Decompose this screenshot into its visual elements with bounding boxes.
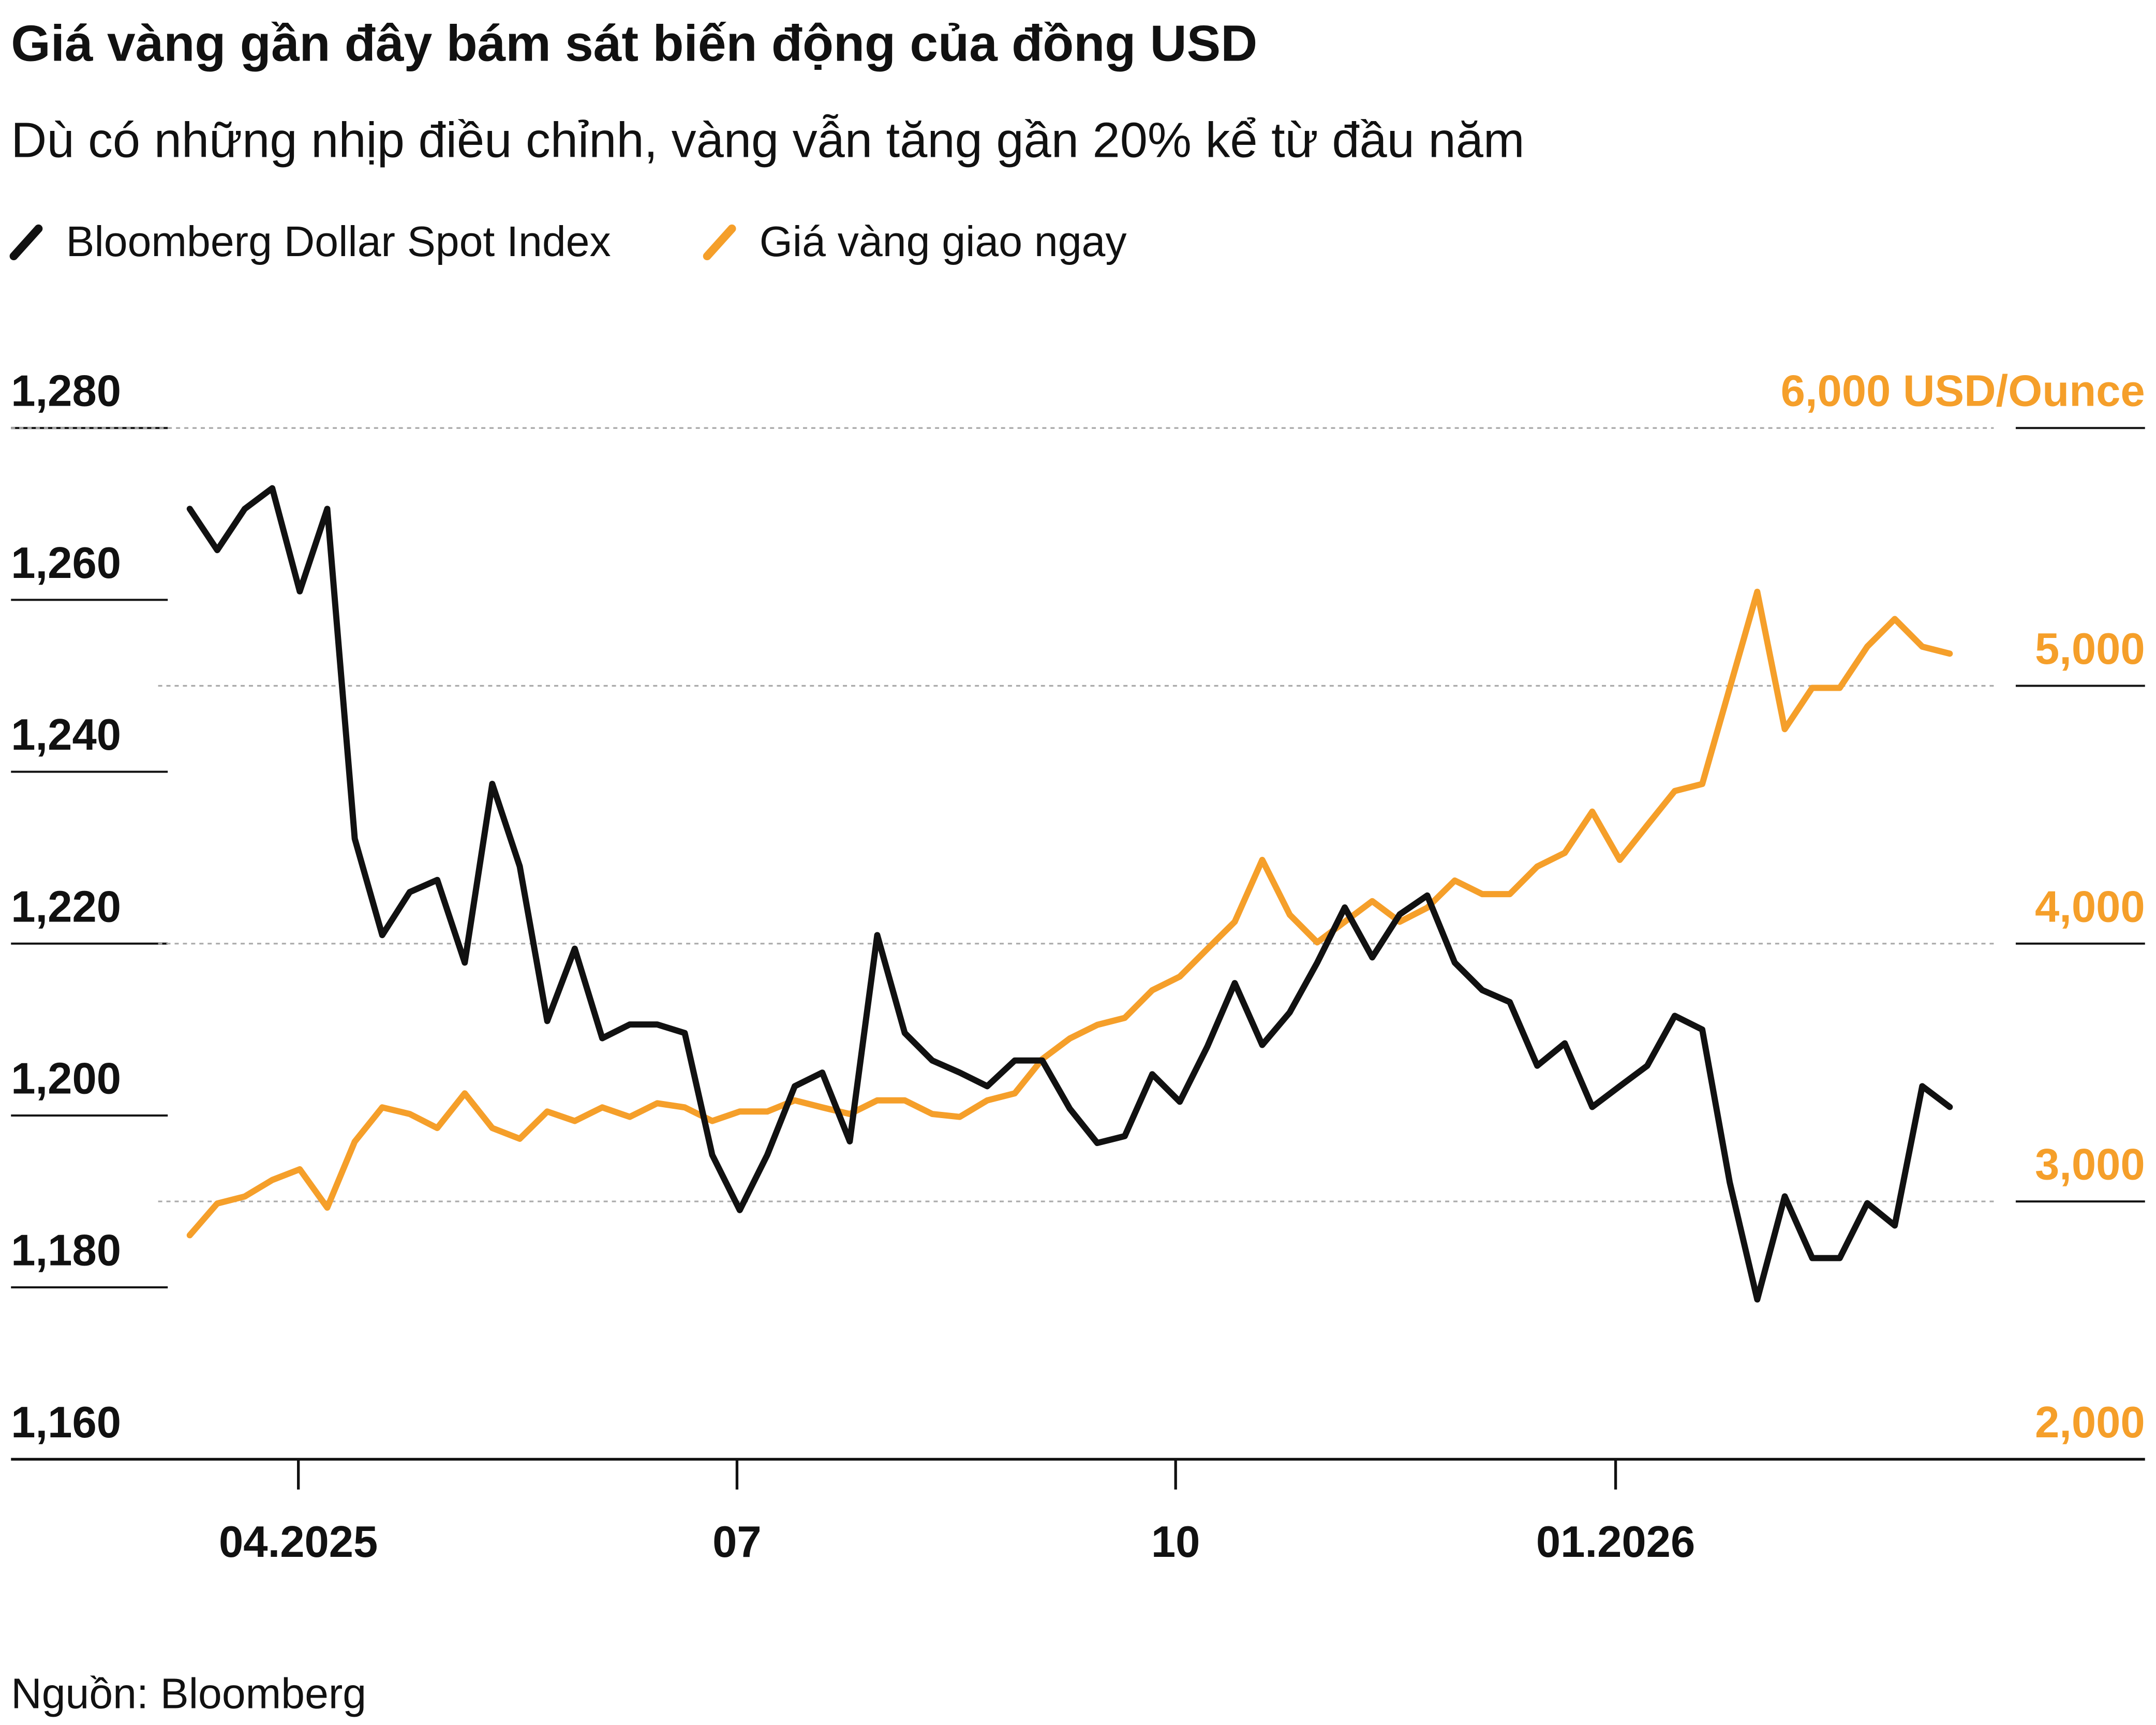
x-tick-label: 10 [1151, 1518, 1200, 1567]
y2-tick-label: 5,000 [2035, 624, 2145, 674]
legend: Bloomberg Dollar Spot Index Giá vàng giao… [9, 218, 1127, 265]
y2-tick-label: 6,000 USD/Ounce [1781, 367, 2145, 416]
x-tick-label: 04.2025 [219, 1518, 378, 1567]
y-tick-label: 1,260 [11, 539, 121, 588]
y-tick-label: 1,280 [11, 367, 121, 416]
y-tick-label: 1,200 [11, 1054, 121, 1103]
source-note: Nguồn: Bloomberg [11, 1670, 366, 1717]
y2-tick-label: 3,000 [2035, 1140, 2145, 1189]
x-tick-label: 01.2026 [1536, 1518, 1695, 1567]
y2-tick-label: 4,000 [2035, 882, 2145, 931]
y-tick-label: 1,220 [11, 882, 121, 931]
y-tick-label: 1,180 [11, 1226, 121, 1275]
legend-swatch [9, 224, 43, 261]
legend-swatch [703, 224, 736, 261]
series-line [186, 485, 1953, 1303]
chart-title: Giá vàng gần đây bám sát biến động của đ… [11, 15, 1257, 72]
legend-label: Giá vàng giao ngay [760, 218, 1127, 265]
y-tick-label: 1,160 [11, 1398, 121, 1447]
x-tick-label: 07 [712, 1518, 762, 1567]
y-tick-label: 1,240 [11, 710, 121, 760]
y2-tick-label: 2,000 [2035, 1398, 2145, 1447]
chart-subtitle: Dù có những nhịp điều chỉnh, vàng vẫn tă… [11, 113, 1524, 168]
series-line [186, 588, 1953, 1239]
legend-label: Bloomberg Dollar Spot Index [66, 218, 611, 265]
